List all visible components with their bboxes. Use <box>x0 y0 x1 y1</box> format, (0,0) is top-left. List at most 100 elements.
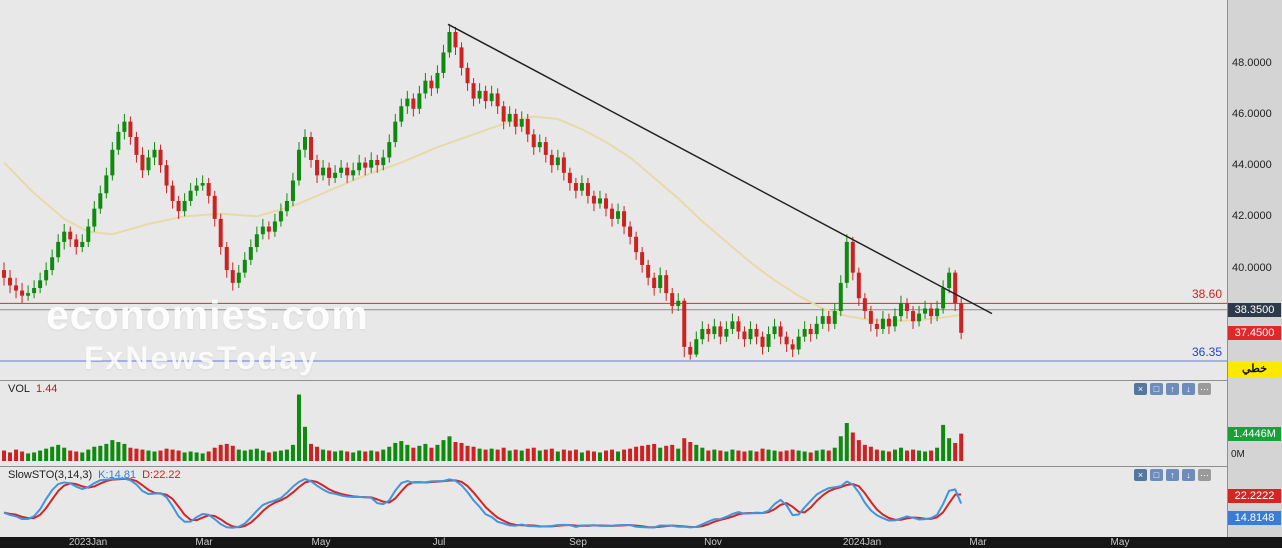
candle <box>296 149 301 181</box>
window-icon[interactable]: □ <box>1150 383 1163 395</box>
candle <box>248 247 253 260</box>
candle <box>959 303 964 333</box>
candle <box>363 162 368 168</box>
panel-separator[interactable] <box>0 466 1282 467</box>
volume-bar <box>321 449 326 461</box>
candle <box>766 334 771 347</box>
candle <box>507 113 512 122</box>
volume-bar <box>296 394 301 461</box>
candle <box>236 272 241 283</box>
candle <box>164 165 169 186</box>
volume-bar <box>477 448 482 461</box>
arrow-down-icon[interactable]: ↓ <box>1182 383 1195 395</box>
candle <box>658 275 663 288</box>
time-axis[interactable]: 2023Jan Mar May Jul Sep Nov 2024Jan Mar May <box>0 537 1282 548</box>
time-axis-label: 2024Jan <box>842 537 882 548</box>
window-icon[interactable]: □ <box>1150 469 1163 481</box>
volume-value: 1.44 <box>36 383 58 395</box>
volume-bar <box>718 450 723 461</box>
current-price-badge: 37.4500 <box>1228 325 1281 340</box>
volume-bar <box>284 449 289 461</box>
scale-mode-badge[interactable]: خطي <box>1228 362 1281 377</box>
menu-dots-icon[interactable]: ⋯ <box>1198 469 1211 481</box>
volume-bar <box>393 442 398 461</box>
volume-bar <box>363 451 368 461</box>
candle <box>417 93 422 109</box>
volume-bar <box>567 450 572 461</box>
chart-canvas[interactable] <box>0 0 1227 537</box>
volume-bar <box>525 448 530 461</box>
stochastic-panel[interactable]: SlowSTO(3,14,3) K:14.81 D:22.22 × □ ↑ ↓ ⋯ <box>0 467 1227 537</box>
volume-bar <box>959 433 964 461</box>
candle <box>772 326 777 335</box>
candle <box>814 323 819 335</box>
volume-bar <box>278 450 283 461</box>
candle <box>700 328 705 340</box>
candle <box>826 316 831 324</box>
volume-bar <box>56 444 61 461</box>
candle <box>429 80 434 89</box>
volume-bar <box>808 452 813 461</box>
volume-bar <box>886 451 891 461</box>
volume-bar <box>549 448 554 461</box>
stochastic-d-line <box>3 477 962 529</box>
candle <box>676 300 681 306</box>
candle <box>616 211 621 219</box>
candle <box>886 318 891 327</box>
volume-bar <box>80 452 85 461</box>
time-axis-label: May <box>1110 537 1130 548</box>
panel-separator[interactable] <box>0 380 1282 381</box>
volume-bar <box>850 432 855 461</box>
candle <box>303 136 307 150</box>
stochastic-panel-label: SlowSTO(3,14,3) K:14.81 D:22.22 <box>8 469 181 481</box>
candle <box>369 160 374 168</box>
candle <box>718 326 723 337</box>
stochastic-title: SlowSTO(3,14,3) <box>8 469 93 481</box>
candle <box>634 236 639 253</box>
price-axis[interactable]: 48.0000 46.0000 44.0000 42.0000 40.0000 <box>1227 0 1282 537</box>
candle <box>832 311 837 324</box>
time-axis-label: Jul <box>432 537 446 548</box>
arrow-down-icon[interactable]: ↓ <box>1182 469 1195 481</box>
close-icon[interactable]: × <box>1134 383 1147 395</box>
moving-average-line <box>3 115 962 323</box>
volume-bar <box>248 449 253 461</box>
volume-bar <box>423 443 428 461</box>
candle <box>712 326 717 335</box>
volume-bar <box>507 450 512 461</box>
candle <box>549 154 554 166</box>
volume-panel[interactable]: VOL 1.44 × □ ↑ ↓ ⋯ <box>0 381 1227 467</box>
volume-bar <box>814 450 819 461</box>
arrow-up-icon[interactable]: ↑ <box>1166 469 1179 481</box>
volume-bar <box>453 442 458 461</box>
volume-bar <box>682 438 687 461</box>
volume-bar <box>333 451 338 461</box>
volume-bar <box>194 452 199 461</box>
volume-bar <box>260 450 265 461</box>
volume-bar <box>585 450 590 461</box>
candle <box>567 172 572 184</box>
menu-dots-icon[interactable]: ⋯ <box>1198 383 1211 395</box>
candle <box>200 183 205 186</box>
candle <box>947 272 952 288</box>
candle <box>929 308 934 317</box>
volume-bar <box>399 441 404 461</box>
volume-bar <box>640 445 645 461</box>
volume-bar <box>941 424 946 461</box>
candle <box>652 277 657 288</box>
candle <box>531 134 536 148</box>
candle <box>953 272 958 304</box>
candle <box>730 321 735 329</box>
candle <box>333 172 338 178</box>
candle <box>188 190 193 201</box>
trendline[interactable] <box>447 23 993 315</box>
volume-bar <box>465 445 470 461</box>
candle <box>56 241 61 258</box>
volume-bar <box>50 446 55 461</box>
arrow-up-icon[interactable]: ↑ <box>1166 383 1179 395</box>
candle <box>489 93 494 102</box>
close-icon[interactable]: × <box>1134 469 1147 481</box>
volume-bar <box>832 447 837 461</box>
candle <box>435 72 440 89</box>
candle <box>206 183 211 196</box>
